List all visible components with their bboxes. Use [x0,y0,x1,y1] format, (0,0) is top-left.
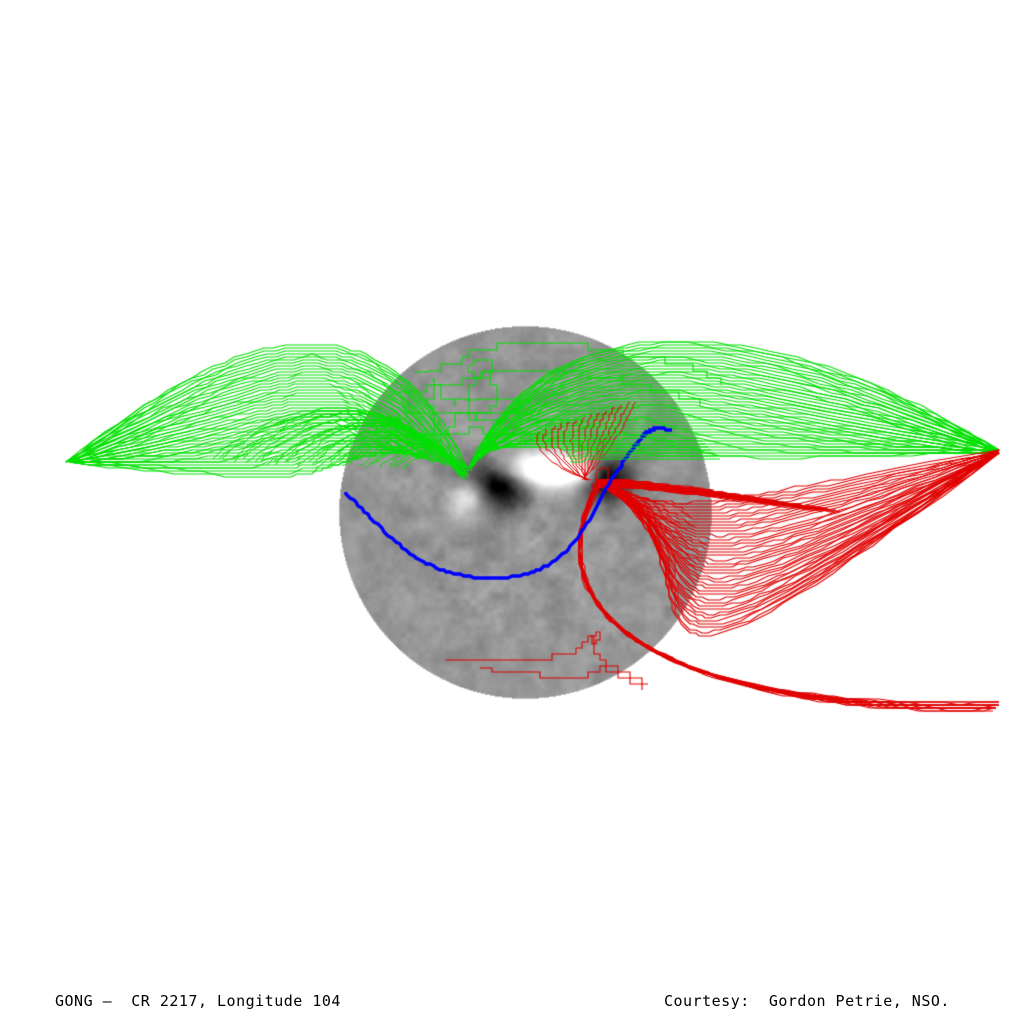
caption-credit: Courtesy: Gordon Petrie, NSO. [664,992,950,1010]
caption-observatory-rotation: GONG — CR 2217, Longitude 104 [55,992,341,1010]
